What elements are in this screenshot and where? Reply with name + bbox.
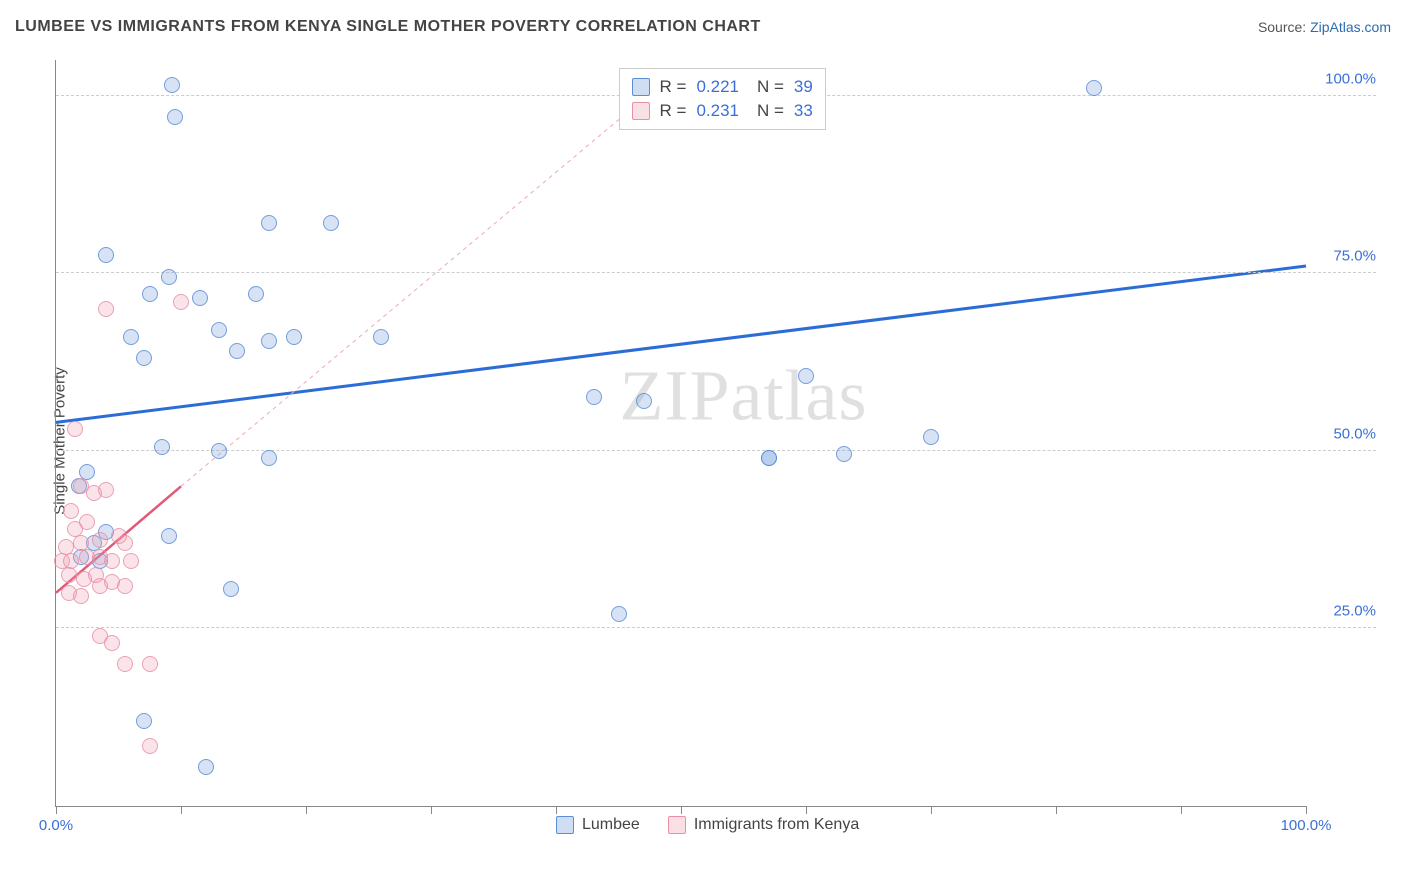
scatter-point-lumbee <box>192 290 208 306</box>
scatter-point-kenya <box>142 656 158 672</box>
swatch-lumbee-bottom-icon <box>556 816 574 834</box>
scatter-point-lumbee <box>154 439 170 455</box>
scatter-point-kenya <box>98 301 114 317</box>
scatter-point-lumbee <box>248 286 264 302</box>
x-tick <box>431 806 432 814</box>
legend-n-kenya: 33 <box>794 101 813 121</box>
scatter-point-lumbee <box>261 333 277 349</box>
legend-r-label-2: R = <box>660 101 687 121</box>
gridline-h <box>56 450 1376 451</box>
scatter-point-kenya <box>79 514 95 530</box>
scatter-point-kenya <box>92 532 108 548</box>
chart-header: LUMBEE VS IMMIGRANTS FROM KENYA SINGLE M… <box>15 18 1391 36</box>
scatter-point-lumbee <box>229 343 245 359</box>
scatter-point-lumbee <box>98 247 114 263</box>
legend-row-lumbee: R = 0.221 N = 39 <box>632 75 813 99</box>
scatter-point-lumbee <box>142 286 158 302</box>
chart-container: Single Mother Poverty ZIPatlas R = 0.221… <box>50 50 1386 832</box>
y-tick-label: 25.0% <box>1316 603 1376 620</box>
scatter-point-lumbee <box>261 450 277 466</box>
x-tick <box>181 806 182 814</box>
scatter-point-lumbee <box>161 528 177 544</box>
swatch-kenya-bottom-icon <box>668 816 686 834</box>
scatter-point-lumbee <box>164 77 180 93</box>
scatter-point-lumbee <box>211 322 227 338</box>
x-tick <box>306 806 307 814</box>
scatter-point-lumbee <box>761 450 777 466</box>
x-tick <box>1181 806 1182 814</box>
scatter-point-lumbee <box>211 443 227 459</box>
scatter-point-kenya <box>104 553 120 569</box>
x-tick <box>1056 806 1057 814</box>
scatter-point-kenya <box>73 588 89 604</box>
legend-item-lumbee: Lumbee <box>556 816 640 834</box>
swatch-kenya-icon <box>632 102 650 120</box>
scatter-point-lumbee <box>611 606 627 622</box>
legend-n-label: N = <box>757 77 784 97</box>
gridline-h <box>56 627 1376 628</box>
plot-area: ZIPatlas R = 0.221 N = 39 R = 0.231 N = … <box>55 60 1306 807</box>
scatter-point-lumbee <box>261 215 277 231</box>
y-tick-label: 50.0% <box>1316 425 1376 442</box>
scatter-point-lumbee <box>798 368 814 384</box>
watermark: ZIPatlas <box>620 354 868 437</box>
scatter-point-kenya <box>63 503 79 519</box>
scatter-point-lumbee <box>373 329 389 345</box>
legend-label-kenya: Immigrants from Kenya <box>694 816 859 834</box>
legend-series: Lumbee Immigrants from Kenya <box>556 816 859 834</box>
scatter-point-kenya <box>98 482 114 498</box>
scatter-point-lumbee <box>136 350 152 366</box>
scatter-point-kenya <box>173 294 189 310</box>
watermark-atlas: atlas <box>731 355 868 435</box>
legend-n-lumbee: 39 <box>794 77 813 97</box>
legend-item-kenya: Immigrants from Kenya <box>668 816 859 834</box>
y-tick-label: 75.0% <box>1316 248 1376 265</box>
legend-r-lumbee: 0.221 <box>696 77 739 97</box>
scatter-point-lumbee <box>923 429 939 445</box>
x-tick <box>806 806 807 814</box>
source-prefix: Source: <box>1258 19 1310 35</box>
scatter-point-lumbee <box>136 713 152 729</box>
legend-row-kenya: R = 0.231 N = 33 <box>632 99 813 123</box>
scatter-point-lumbee <box>198 759 214 775</box>
scatter-point-lumbee <box>636 393 652 409</box>
legend-label-lumbee: Lumbee <box>582 816 640 834</box>
y-tick-label: 100.0% <box>1316 70 1376 87</box>
scatter-point-kenya <box>117 656 133 672</box>
x-tick <box>931 806 932 814</box>
legend-n-label-2: N = <box>757 101 784 121</box>
swatch-lumbee-icon <box>632 78 650 96</box>
x-tick <box>1306 806 1307 814</box>
scatter-point-lumbee <box>123 329 139 345</box>
scatter-point-lumbee <box>223 581 239 597</box>
x-tick <box>556 806 557 814</box>
scatter-point-lumbee <box>167 109 183 125</box>
x-tick <box>56 806 57 814</box>
scatter-point-lumbee <box>286 329 302 345</box>
chart-title: LUMBEE VS IMMIGRANTS FROM KENYA SINGLE M… <box>15 18 761 36</box>
scatter-point-lumbee <box>586 389 602 405</box>
scatter-point-kenya <box>117 578 133 594</box>
scatter-point-kenya <box>142 738 158 754</box>
scatter-point-lumbee <box>161 269 177 285</box>
legend-correlation: R = 0.221 N = 39 R = 0.231 N = 33 <box>619 68 826 130</box>
gridline-h <box>56 272 1376 273</box>
scatter-point-lumbee <box>1086 80 1102 96</box>
scatter-point-lumbee <box>836 446 852 462</box>
trend-lines <box>56 60 1306 806</box>
scatter-point-kenya <box>117 535 133 551</box>
source-link[interactable]: ZipAtlas.com <box>1310 19 1391 35</box>
x-tick <box>681 806 682 814</box>
x-tick-label: 100.0% <box>1281 817 1332 834</box>
legend-r-kenya: 0.231 <box>696 101 739 121</box>
chart-source: Source: ZipAtlas.com <box>1258 19 1391 35</box>
scatter-point-lumbee <box>323 215 339 231</box>
scatter-point-kenya <box>123 553 139 569</box>
scatter-point-kenya <box>61 567 77 583</box>
legend-r-label: R = <box>660 77 687 97</box>
scatter-point-kenya <box>67 421 83 437</box>
x-tick-label: 0.0% <box>39 817 73 834</box>
scatter-point-kenya <box>104 635 120 651</box>
